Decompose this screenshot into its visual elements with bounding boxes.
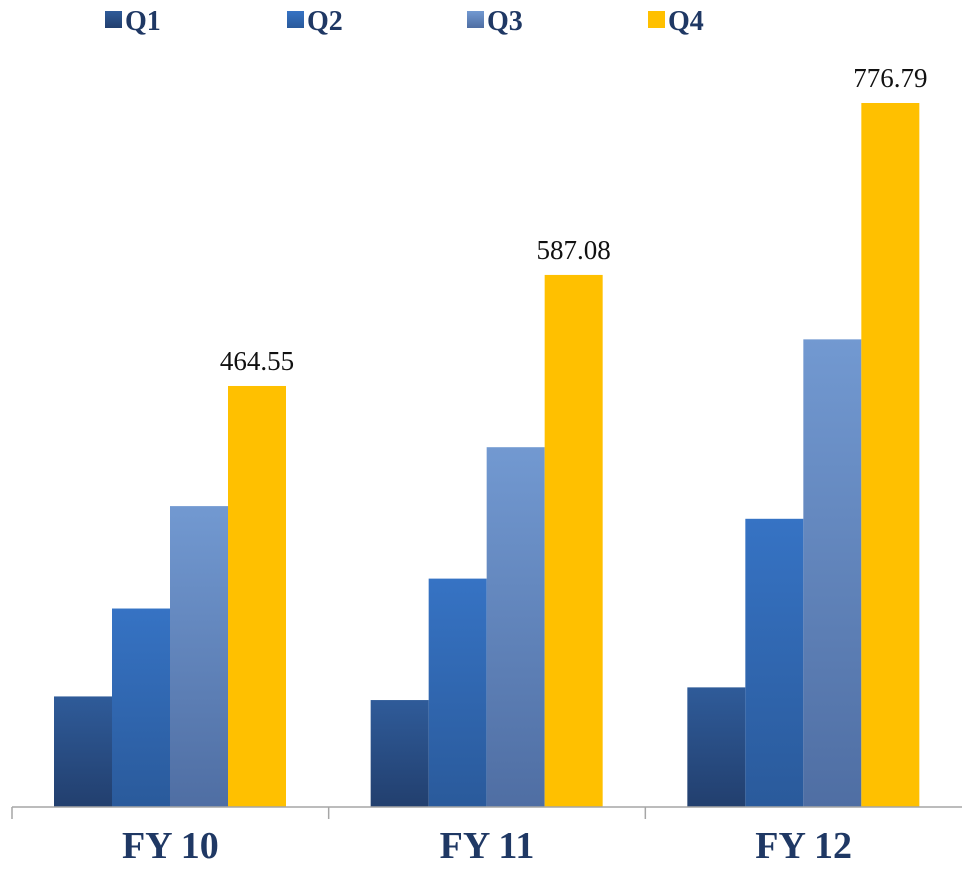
data-label-fy12: 776.79 (853, 63, 927, 93)
legend-swatch-q3 (467, 11, 484, 28)
bar-q2-fy12 (745, 518, 804, 807)
legend-label-q1: Q1 (125, 6, 161, 37)
chart-legend: Q1 Q2 Q3 Q4 (105, 6, 704, 37)
data-labels-group: 464.55 587.08 776.79 (220, 63, 928, 376)
bar-q2-fy10 (112, 608, 170, 807)
data-label-fy10: 464.55 (220, 346, 294, 376)
legend-swatch-q4 (648, 11, 665, 28)
legend-label-q4: Q4 (668, 6, 704, 37)
bar-q3-fy11 (486, 447, 545, 807)
bar-q3-fy12 (803, 339, 862, 807)
x-axis: FY 10 FY 11 FY 12 (11, 806, 962, 867)
bar-q3-fy10 (170, 506, 228, 807)
legend-swatch-q1 (105, 11, 122, 28)
bar-q4-fy11 (544, 274, 603, 808)
data-label-fy11: 587.08 (537, 235, 611, 265)
legend-label-q2: Q2 (307, 6, 343, 37)
bar-q2-fy11 (428, 578, 487, 807)
bars-group (54, 103, 920, 808)
bar-q4-fy12 (861, 103, 920, 807)
bar-q1-fy10 (54, 696, 112, 807)
legend-swatch-q2 (287, 11, 304, 28)
bar-q1-fy12 (687, 687, 746, 807)
bar-q4-fy10 (228, 385, 286, 807)
legend-label-q3: Q3 (487, 6, 523, 37)
bar-q1-fy11 (370, 700, 429, 807)
x-tick-label-fy10: FY 10 (122, 825, 219, 867)
x-tick-label-fy12: FY 12 (755, 825, 852, 867)
x-tick-label-fy11: FY 11 (440, 825, 535, 867)
